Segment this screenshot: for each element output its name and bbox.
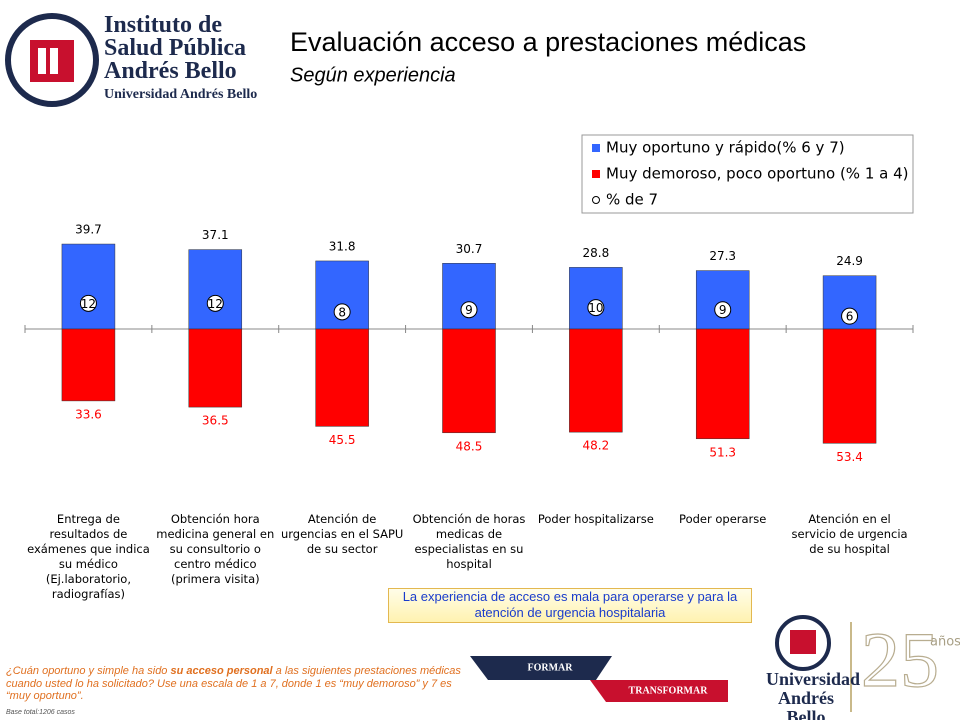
- marker: [206, 294, 224, 312]
- logo-line: Instituto de: [104, 12, 223, 38]
- marker-label: 8: [338, 305, 346, 319]
- marker-label: 9: [465, 303, 473, 317]
- value-label: 51.3: [709, 445, 736, 459]
- marker-label: 9: [719, 303, 727, 317]
- bar: [569, 267, 623, 330]
- banner-shape: [470, 656, 612, 680]
- value-label: 31.8: [329, 239, 356, 253]
- bar: [442, 263, 496, 330]
- value-label: 24.9: [836, 254, 863, 268]
- base-note: Base total:1206 casos: [6, 709, 75, 716]
- marker-label: 6: [846, 310, 854, 324]
- callout: La experiencia de acceso es mala para op…: [388, 588, 752, 623]
- banner-bottom: TRANSFORMAR: [629, 685, 709, 696]
- marker: [79, 294, 97, 312]
- legend-box: [581, 134, 914, 214]
- value-label: 30.7: [456, 242, 483, 256]
- marker: [714, 301, 732, 319]
- x-tick-label: Entrega de resultados de exámenes que in…: [27, 512, 150, 601]
- bar: [569, 328, 623, 433]
- marker: [333, 303, 351, 321]
- bar: [442, 328, 496, 434]
- footnote-text: ¿Cuán oportuno y simple ha sido: [6, 665, 171, 677]
- logo-shape: [38, 48, 46, 74]
- bar: [695, 270, 750, 330]
- legend-label: Muy demoroso, poco oportuno (% 1 a 4): [606, 165, 909, 183]
- footnote: ¿Cuán oportuno y simple ha sido su acces…: [6, 665, 468, 703]
- legend-swatch: [592, 144, 600, 152]
- legend-label: Muy oportuno y rápido(% 6 y 7): [606, 139, 845, 157]
- logo-shape: [50, 48, 58, 74]
- logo-line: Andrés Bello: [104, 58, 237, 84]
- anniversary-number: 25: [861, 616, 939, 703]
- legend-swatch: [592, 196, 600, 204]
- logo-line: Salud Pública: [104, 35, 247, 61]
- footer-logo-line: Andrés Bello: [777, 688, 834, 720]
- logo-university: Universidad Andrés Bello: [104, 87, 258, 102]
- footnote-emphasis: su acceso personal: [170, 665, 273, 677]
- marker: [587, 299, 605, 317]
- marker-label: 10: [588, 301, 603, 315]
- x-tick-label: Atención de urgencias en el SAPU de su s…: [280, 512, 404, 556]
- value-label: 33.6: [75, 407, 102, 421]
- value-label: 39.7: [75, 223, 102, 237]
- x-tick-label: Poder hospitalizarse: [537, 512, 654, 526]
- logo-name: Instituto de Salud Pública Andrés Bello …: [104, 12, 258, 105]
- chart-subtitle: Según experiencia: [290, 64, 456, 86]
- x-tick-label: Obtención hora medicina general en su co…: [156, 512, 275, 586]
- value-label: 48.2: [582, 439, 609, 453]
- banner-shape: [590, 680, 728, 702]
- marker: [841, 307, 859, 325]
- value-label: 48.5: [456, 439, 483, 453]
- banner-top: FORMAR: [528, 662, 574, 673]
- bar: [61, 328, 116, 402]
- value-label: 27.3: [709, 249, 736, 263]
- value-label: 45.5: [329, 433, 356, 447]
- value-label: 36.5: [202, 414, 229, 428]
- anniversary-text: años: [930, 635, 960, 650]
- footer-logo-name: Universidad Andrés Bello: [766, 669, 861, 720]
- bar: [188, 328, 243, 408]
- bar: [822, 328, 877, 444]
- footnote-text: a las siguientes prestaciones médicas cu…: [6, 665, 461, 702]
- x-tick-label: Atención en el servicio de urgencia de s…: [791, 512, 908, 556]
- x-tick-label: Obtención de horas medicas de especialis…: [412, 512, 526, 571]
- footer-logo-shield: [790, 630, 816, 654]
- marker-label: 12: [81, 297, 96, 311]
- legend-label: % de 7: [606, 191, 658, 209]
- bar: [188, 249, 243, 330]
- chart-title: Evaluación acceso a prestaciones médicas: [290, 27, 806, 57]
- bar: [61, 243, 116, 330]
- value-label: 28.8: [582, 246, 609, 260]
- bar: [315, 328, 369, 427]
- x-tick-label: Poder operarse: [679, 512, 767, 526]
- value-label: 53.4: [836, 450, 863, 464]
- value-label: 37.1: [202, 228, 229, 242]
- footer-logo-line: Universidad: [766, 669, 861, 689]
- bar: [695, 328, 750, 440]
- legend-swatch: [592, 170, 600, 178]
- marker-label: 12: [208, 297, 223, 311]
- marker: [460, 301, 478, 319]
